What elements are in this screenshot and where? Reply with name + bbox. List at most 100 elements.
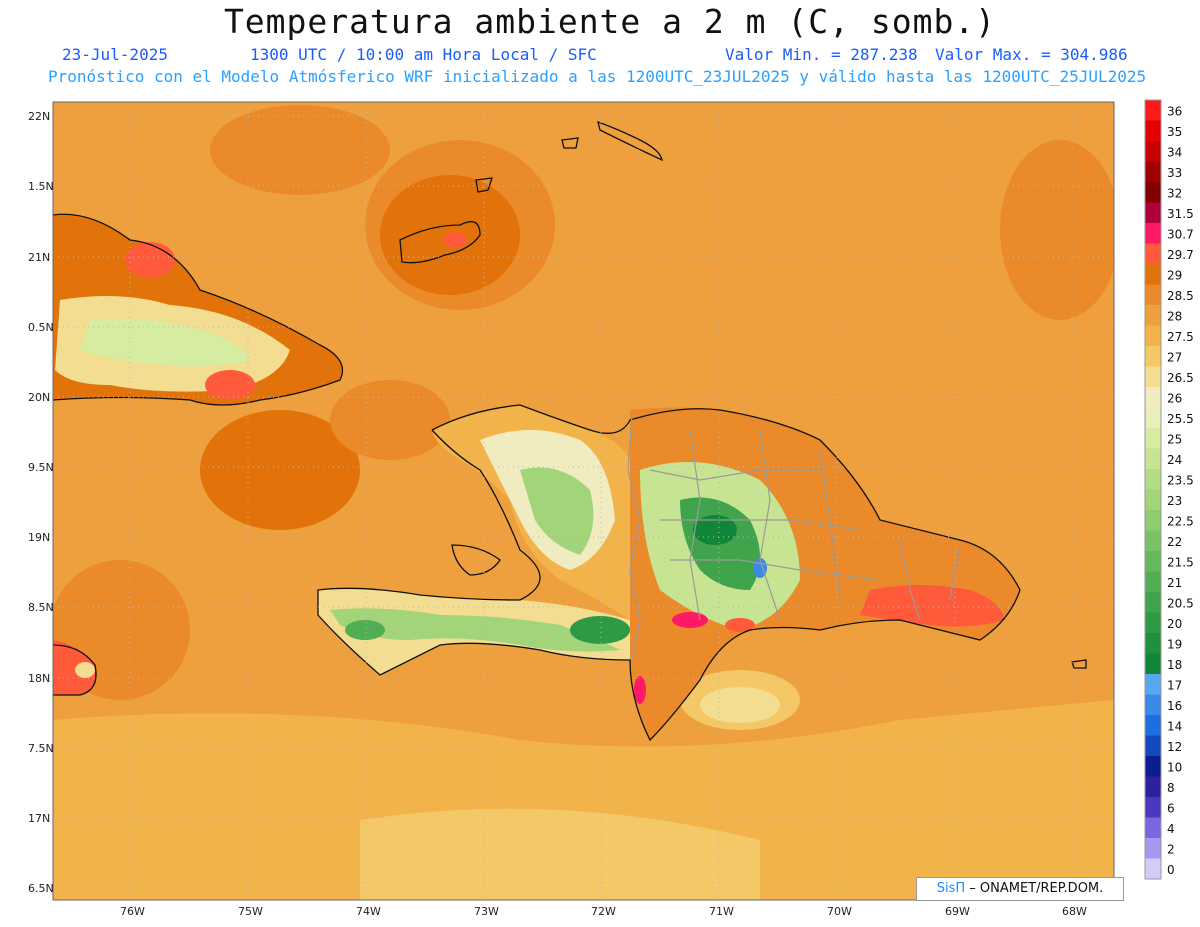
colorbar-swatch: [1145, 653, 1161, 674]
colorbar-swatch: [1145, 387, 1161, 408]
colorbar-swatch: [1145, 776, 1161, 797]
colorbar-label: 26.5: [1167, 371, 1194, 385]
lon-label: 75W: [238, 905, 263, 918]
colorbar-swatch: [1145, 592, 1161, 613]
colorbar-label: 18: [1167, 658, 1182, 672]
lon-label: 72W: [591, 905, 616, 918]
colorbar-swatch: [1145, 715, 1161, 736]
latitude-axis: 22N 1.5N 21N 0.5N 20N 9.5N 19N 8.5N 18N …: [28, 110, 54, 895]
longitude-axis: 76W 75W 74W 73W 72W 71W 70W 69W 68W: [120, 905, 1087, 918]
colorbar-swatch: [1145, 407, 1161, 428]
colorbar-label: 6: [1167, 801, 1175, 815]
colorbar-label: 21: [1167, 576, 1182, 590]
lon-label: 74W: [356, 905, 381, 918]
lat-lon-grid: [53, 102, 1114, 900]
lat-label: 6.5N: [28, 882, 54, 895]
colorbar-swatch: [1145, 530, 1161, 551]
colorbar-swatch: [1145, 325, 1161, 346]
model-description: Pronóstico con el Modelo Atmósferico WRF…: [48, 67, 1147, 86]
lon-label: 69W: [945, 905, 970, 918]
colorbar-swatch: [1145, 489, 1161, 510]
colorbar-frame: [1144, 99, 1162, 880]
colorbar-swatch: [1145, 858, 1161, 879]
coastlines: [53, 120, 1087, 742]
lon-label: 70W: [827, 905, 852, 918]
colorbar-swatch: [1145, 305, 1161, 326]
colorbar-label: 0: [1167, 863, 1175, 877]
lon-label: 76W: [120, 905, 145, 918]
colorbar-label: 25.5: [1167, 412, 1194, 426]
lat-label: 22N: [28, 110, 50, 123]
colorbar-swatch: [1145, 264, 1161, 285]
colorbar-label: 21.5: [1167, 555, 1194, 569]
colorbar-label: 29: [1167, 268, 1182, 282]
colorbar-label: 8: [1167, 781, 1175, 795]
colorbar-label: 34: [1167, 145, 1182, 159]
credit-badge: SisΠ – ONAMET/REP.DOM.: [916, 877, 1124, 901]
sispi-logo: SisΠ: [936, 881, 966, 896]
colorbar-swatch: [1145, 797, 1161, 818]
colorbar-swatch: [1145, 346, 1161, 367]
lat-label: 18N: [28, 672, 50, 685]
colorbar-swatch: [1145, 366, 1161, 387]
colorbar-label: 31.5: [1167, 207, 1194, 221]
colorbar-swatch: [1145, 551, 1161, 572]
map-title: Temperatura ambiente a 2 m (C, somb.): [223, 2, 997, 41]
colorbar-swatch: [1145, 510, 1161, 531]
lat-label: 0.5N: [28, 321, 54, 334]
lat-label: 19N: [28, 531, 50, 544]
colorbar-swatch: [1145, 100, 1161, 121]
colorbar-label: 32: [1167, 186, 1182, 200]
colorbar-label: 12: [1167, 740, 1182, 754]
colorbar-label: 28: [1167, 309, 1182, 323]
colorbar-swatch: [1145, 612, 1161, 633]
colorbar-label: 14: [1167, 719, 1182, 733]
colorbar-label: 20.5: [1167, 596, 1194, 610]
colorbar-swatch: [1145, 571, 1161, 592]
colorbar-label: 35: [1167, 125, 1182, 139]
value-max: Valor Max. = 304.986: [935, 45, 1128, 64]
lat-label: 9.5N: [28, 461, 54, 474]
colorbar-swatch: [1145, 817, 1161, 838]
colorbar-label: 22: [1167, 535, 1182, 549]
colorbar-label: 20: [1167, 617, 1182, 631]
colorbar-label: 29.7: [1167, 248, 1194, 262]
colorbar-swatch: [1145, 448, 1161, 469]
colorbar-swatch: [1145, 735, 1161, 756]
colorbar-swatch: [1145, 284, 1161, 305]
colorbar-label: 25: [1167, 432, 1182, 446]
colorbar-label: 23: [1167, 494, 1182, 508]
lat-label: 17N: [28, 812, 50, 825]
lat-label: 8.5N: [28, 601, 54, 614]
lat-label: 7.5N: [28, 742, 54, 755]
lon-label: 73W: [474, 905, 499, 918]
colorbar-label: 33: [1167, 166, 1182, 180]
colorbar-swatch: [1145, 202, 1161, 223]
colorbar-swatch: [1145, 694, 1161, 715]
colorbar-swatch: [1145, 428, 1161, 449]
temperature-field: [53, 102, 1114, 900]
colorbar-swatch: [1145, 756, 1161, 777]
lon-label: 68W: [1062, 905, 1087, 918]
colorbar-label: 28.5: [1167, 289, 1194, 303]
lat-label: 1.5N: [28, 180, 54, 193]
province-borders: [627, 414, 961, 661]
colorbar-label: 10: [1167, 760, 1182, 774]
colorbar-label: 26: [1167, 391, 1182, 405]
colorbar-label: 27: [1167, 350, 1182, 364]
lon-label: 71W: [709, 905, 734, 918]
lat-label: 20N: [28, 391, 50, 404]
colorbar-swatch: [1145, 161, 1161, 182]
colorbar-label: 2: [1167, 842, 1175, 856]
colorbar-label: 27.5: [1167, 330, 1194, 344]
colorbar-swatch: [1145, 120, 1161, 141]
lat-label: 21N: [28, 251, 50, 264]
colorbar-label: 30.7: [1167, 227, 1194, 241]
colorbar-swatch: [1145, 243, 1161, 264]
colorbar-swatch: [1145, 182, 1161, 203]
forecast-time: 1300 UTC / 10:00 am Hora Local / SFC: [250, 45, 597, 64]
colorbar-label: 4: [1167, 822, 1175, 836]
colorbar-label: 19: [1167, 637, 1182, 651]
credit-text: – ONAMET/REP.DOM.: [965, 881, 1104, 896]
